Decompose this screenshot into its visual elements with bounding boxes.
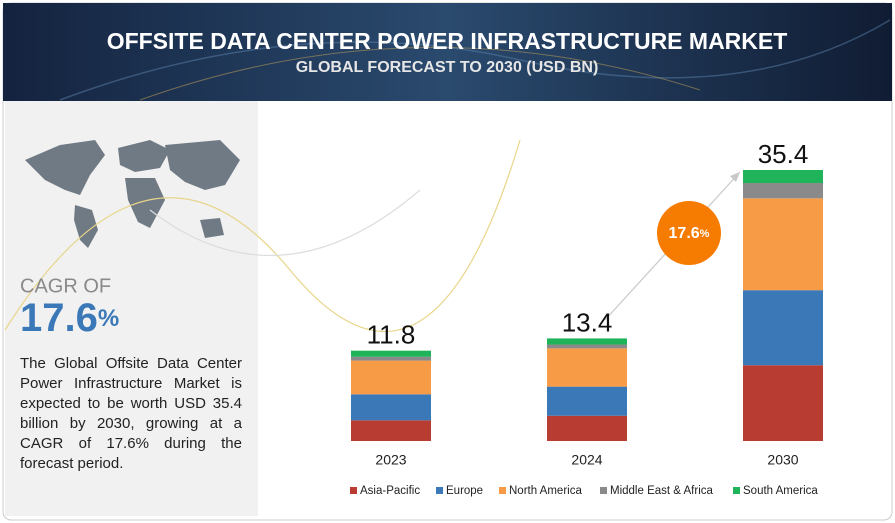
bar-segment [743, 170, 823, 184]
legend-label: Europe [446, 485, 483, 497]
x-tick-label: 2024 [571, 452, 602, 468]
subtitle: GLOBAL FORECAST TO 2030 (USD BN) [296, 59, 599, 76]
bar-segment [547, 344, 627, 349]
decor [59, 19, 891, 101]
bar-segment [547, 348, 627, 387]
bar-segment [351, 356, 431, 361]
bar-segment [547, 338, 627, 345]
bar-segment [743, 290, 823, 366]
cagr-label: CAGR OF [20, 275, 111, 297]
total-label: 11.8 [367, 320, 416, 350]
bar-segment [351, 394, 431, 421]
bar-segment [743, 183, 823, 199]
bar-segment [351, 360, 431, 395]
bar-segment [743, 365, 823, 441]
header-band [3, 3, 892, 101]
arrow-head [730, 172, 740, 182]
bar-segment [743, 198, 823, 291]
legend-swatch [733, 487, 740, 494]
x-tick-label: 2023 [375, 452, 406, 468]
cagr-bubble [657, 201, 721, 265]
decor [149, 189, 421, 257]
legend-label: Asia-Pacific [360, 485, 420, 497]
x-tick-label: 2030 [767, 452, 798, 468]
legend-label: Middle East & Africa [610, 485, 714, 497]
bar-segment [547, 386, 627, 416]
bar-segment [351, 420, 431, 441]
legend-swatch [436, 487, 443, 494]
legend-swatch [499, 487, 506, 494]
bar-segment [351, 350, 431, 357]
decor [4, 139, 521, 333]
bar-segment [547, 415, 627, 441]
cagr-value: 17.6% [20, 296, 119, 340]
description: The Global Offsite Data Center Power Inf… [20, 355, 242, 472]
decor [139, 46, 701, 101]
legend-swatch [350, 487, 357, 494]
total-label: 35.4 [758, 139, 809, 169]
cagr-bubble-label: 17.6% [669, 225, 710, 242]
legend-label: North America [509, 485, 582, 497]
legend-swatch [600, 487, 607, 494]
legend-label: South America [743, 485, 818, 497]
world-map [25, 140, 240, 248]
total-label: 13.4 [562, 307, 613, 337]
title: OFFSITE DATA CENTER POWER INFRASTRUCTURE… [107, 28, 788, 54]
